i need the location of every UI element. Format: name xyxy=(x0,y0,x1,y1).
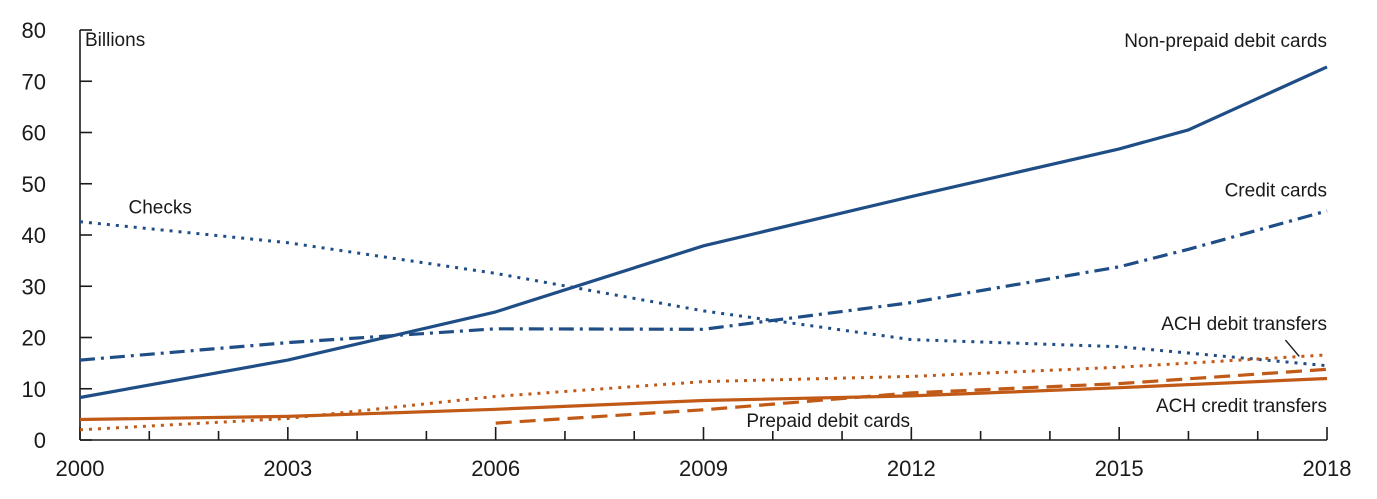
axes: 0 10 20 30 40 50 60 70 80 2000 2003 2006 2009 2012 201… xyxy=(22,18,1352,481)
series-line-ach-debit-transfers xyxy=(79,353,1328,432)
series-line-checks xyxy=(79,220,1328,368)
x-tick-label: 2012 xyxy=(887,456,936,481)
x-tick-label: 2006 xyxy=(471,456,520,481)
series-label-prepaid-debit-cards: Prepaid debit cards xyxy=(746,411,910,432)
x-tick-label: 2009 xyxy=(679,456,728,481)
y-tick-label: 30 xyxy=(22,274,46,299)
series-line-prepaid-debit-cards xyxy=(495,367,1328,425)
series-label-ach-credit-transfers: ACH credit transfers xyxy=(1156,396,1327,417)
series-labels: Non-prepaid debit cards Credit cards Check… xyxy=(128,31,1327,432)
y-tick-label: 50 xyxy=(22,172,46,197)
series-line-non-prepaid-debit-cards xyxy=(79,65,1328,400)
series-line-credit-cards xyxy=(79,209,1328,362)
series-label-ach-debit-transfers: ACH debit transfers xyxy=(1161,314,1327,335)
y-tick-label: 70 xyxy=(22,69,46,94)
series-lines xyxy=(79,65,1328,432)
series-label-checks: Checks xyxy=(128,197,191,218)
x-tick-label: 2003 xyxy=(263,456,312,481)
y-tick-label: 0 xyxy=(34,428,46,453)
series-label-credit-cards: Credit cards xyxy=(1225,181,1327,202)
series-line-ach-credit-transfers xyxy=(79,376,1328,422)
y-tick-label: 60 xyxy=(22,121,46,146)
y-tick-label: 40 xyxy=(22,223,46,248)
y-tick-label: 80 xyxy=(22,18,46,43)
y-units-label: Billions xyxy=(85,30,145,51)
y-tick-label: 10 xyxy=(22,377,46,402)
series-label-non-prepaid-debit-cards: Non-prepaid debit cards xyxy=(1124,31,1327,52)
x-tick-label: 2000 xyxy=(56,456,105,481)
y-tick-label: 20 xyxy=(22,326,46,351)
x-tick-label: 2018 xyxy=(1303,456,1352,481)
x-tick-label: 2015 xyxy=(1095,456,1144,481)
leader-line xyxy=(1284,339,1300,357)
